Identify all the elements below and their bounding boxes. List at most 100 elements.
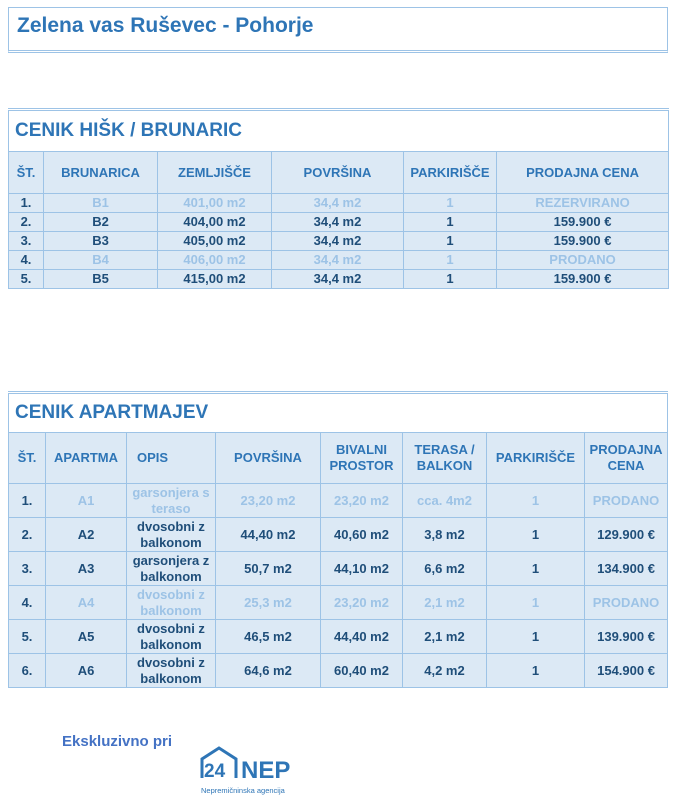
title-box: Zelena vas Ruševec - Pohorje bbox=[8, 7, 668, 53]
table-row: 5. A5 dvosobni z balkonom 46,5 m2 44,40 m2 2,… bbox=[8, 619, 669, 654]
table-cell: 405,00 m2 bbox=[157, 231, 272, 251]
table-row: 3. A3 garsonjera z balkonom 50,7 m2 44,10 m2… bbox=[8, 551, 669, 586]
table-row: 1. A1 garsonjera s teraso 23,20 m2 23,20 m2 c… bbox=[8, 483, 669, 518]
table-cell: 3,8 m2 bbox=[402, 517, 487, 552]
table-cell: 60,40 m2 bbox=[320, 653, 403, 688]
table-cell: B4 bbox=[43, 250, 158, 270]
table-cell: 159.900 € bbox=[495, 212, 670, 232]
table-cell: 404,00 m2 bbox=[157, 212, 272, 232]
table-cell: A3 bbox=[45, 551, 127, 586]
table-cell: 3. bbox=[8, 231, 44, 251]
table-cell: B3 bbox=[43, 231, 158, 251]
table-cell: 1 bbox=[486, 517, 585, 552]
table-cell: B2 bbox=[43, 212, 158, 232]
table-row: 4. B4 406,00 m2 34,4 m2 1 PRODANO bbox=[8, 250, 670, 270]
apartments-caption: CENIK APARTMAJEV bbox=[7, 391, 669, 433]
table-cell: 159.900 € bbox=[495, 269, 670, 289]
table-cell: dvosobni z balkonom bbox=[126, 619, 216, 654]
table-cell: dvosobni z balkonom bbox=[126, 653, 216, 688]
column-header: ŠT. bbox=[8, 151, 44, 194]
table-row: 6. A6 dvosobni z balkonom 64,6 m2 60,40 m2 4,… bbox=[8, 653, 669, 688]
table-cell: B5 bbox=[43, 269, 158, 289]
table-cell: 2,1 m2 bbox=[402, 619, 487, 654]
houses-caption: CENIK HIŠK / BRUNARIC bbox=[7, 108, 670, 152]
table-cell: 50,7 m2 bbox=[215, 551, 321, 586]
table-cell: 1 bbox=[403, 250, 497, 270]
table-cell: 34,4 m2 bbox=[271, 231, 404, 251]
svg-text:Nepremičninska agencija: Nepremičninska agencija bbox=[201, 786, 286, 795]
table-cell: 415,00 m2 bbox=[157, 269, 272, 289]
table-cell: 159.900 € bbox=[495, 231, 670, 251]
table-cell: 1 bbox=[486, 483, 585, 518]
table-cell: 40,60 m2 bbox=[320, 517, 403, 552]
column-header: BIVALNI PROSTOR bbox=[320, 432, 403, 484]
table-row: 1. B1 401,00 m2 34,4 m2 1 REZERVIRANO bbox=[8, 193, 670, 213]
table-cell: 2. bbox=[8, 212, 44, 232]
table-row: 3. B3 405,00 m2 34,4 m2 1 159.900 € bbox=[8, 231, 670, 251]
column-header: POVRŠINA bbox=[215, 432, 321, 484]
table-cell: 44,10 m2 bbox=[320, 551, 403, 586]
table-cell: 34,4 m2 bbox=[271, 269, 404, 289]
column-header: TERASA / BALKON bbox=[402, 432, 487, 484]
table-cell: 23,20 m2 bbox=[320, 585, 403, 620]
table-cell: 23,20 m2 bbox=[320, 483, 403, 518]
table-cell: 3. bbox=[8, 551, 46, 586]
table-cell: 23,20 m2 bbox=[215, 483, 321, 518]
table-row: 2. B2 404,00 m2 34,4 m2 1 159.900 € bbox=[8, 212, 670, 232]
column-header: PRODAJNA CENA bbox=[583, 432, 669, 484]
table-cell: 44,40 m2 bbox=[215, 517, 321, 552]
column-header: POVRŠINA bbox=[271, 151, 404, 194]
table-cell: 34,4 m2 bbox=[271, 193, 404, 213]
table-cell: 1 bbox=[486, 585, 585, 620]
agency-logo: 24 NEP Nepremičninska agencija bbox=[199, 745, 309, 802]
table-cell: A6 bbox=[45, 653, 127, 688]
table-cell: 6. bbox=[8, 653, 46, 688]
table-cell: PRODANO bbox=[583, 483, 669, 518]
table-cell: 1 bbox=[403, 212, 497, 232]
table-row: 5. B5 415,00 m2 34,4 m2 1 159.900 € bbox=[8, 269, 670, 289]
column-header: PARKIRIŠČE bbox=[403, 151, 497, 194]
table-cell: 139.900 € bbox=[583, 619, 669, 654]
table-cell: 44,40 m2 bbox=[320, 619, 403, 654]
table-row: 2. A2 dvosobni z balkonom 44,40 m2 40,60 m2 3… bbox=[8, 517, 669, 552]
table-cell: 1. bbox=[8, 483, 46, 518]
table-cell: A1 bbox=[45, 483, 127, 518]
table-cell: garsonjera z balkonom bbox=[126, 551, 216, 586]
table-cell: dvosobni z balkonom bbox=[126, 517, 216, 552]
table-cell: PRODANO bbox=[583, 585, 669, 620]
table-cell: 1 bbox=[403, 231, 497, 251]
table-cell: 46,5 m2 bbox=[215, 619, 321, 654]
table-cell: 401,00 m2 bbox=[157, 193, 272, 213]
column-header: BRUNARICA bbox=[43, 151, 158, 194]
table-cell: 2,1 m2 bbox=[402, 585, 487, 620]
column-header: PRODAJNA CENA bbox=[495, 151, 670, 194]
table-cell: 25,3 m2 bbox=[215, 585, 321, 620]
table-cell: dvosobni z balkonom bbox=[126, 585, 216, 620]
column-header: ZEMLJIŠČE bbox=[157, 151, 272, 194]
table-cell: 129.900 € bbox=[583, 517, 669, 552]
table-row: 4. A4 dvosobni z balkonom 25,3 m2 23,20 m2 2,… bbox=[8, 585, 669, 620]
page-title: Zelena vas Ruševec - Pohorje bbox=[17, 14, 314, 37]
table-cell: 5. bbox=[8, 619, 46, 654]
table-cell: 2. bbox=[8, 517, 46, 552]
table-cell: 1 bbox=[486, 551, 585, 586]
table-cell: 134.900 € bbox=[583, 551, 669, 586]
table-cell: 154.900 € bbox=[583, 653, 669, 688]
houses-price-table: CENIK HIŠK / BRUNARIC ŠT. BRUNARICA ZEMLJI… bbox=[7, 108, 670, 289]
table-cell: 34,4 m2 bbox=[271, 250, 404, 270]
table-cell: 406,00 m2 bbox=[157, 250, 272, 270]
column-header: PARKIRIŠČE bbox=[486, 432, 585, 484]
table-cell: PRODANO bbox=[495, 250, 670, 270]
table-cell: A2 bbox=[45, 517, 127, 552]
table-cell: 4. bbox=[8, 585, 46, 620]
column-header: ŠT. bbox=[8, 432, 46, 484]
table-cell: 1 bbox=[403, 269, 497, 289]
table-cell: A5 bbox=[45, 619, 127, 654]
table-cell: 1 bbox=[486, 653, 585, 688]
table-cell: 34,4 m2 bbox=[271, 212, 404, 232]
table-cell: garsonjera s teraso bbox=[126, 483, 216, 518]
table-cell: 1 bbox=[403, 193, 497, 213]
table-cell: 5. bbox=[8, 269, 44, 289]
column-header: OPIS bbox=[126, 432, 216, 484]
svg-text:NEP: NEP bbox=[241, 757, 290, 784]
